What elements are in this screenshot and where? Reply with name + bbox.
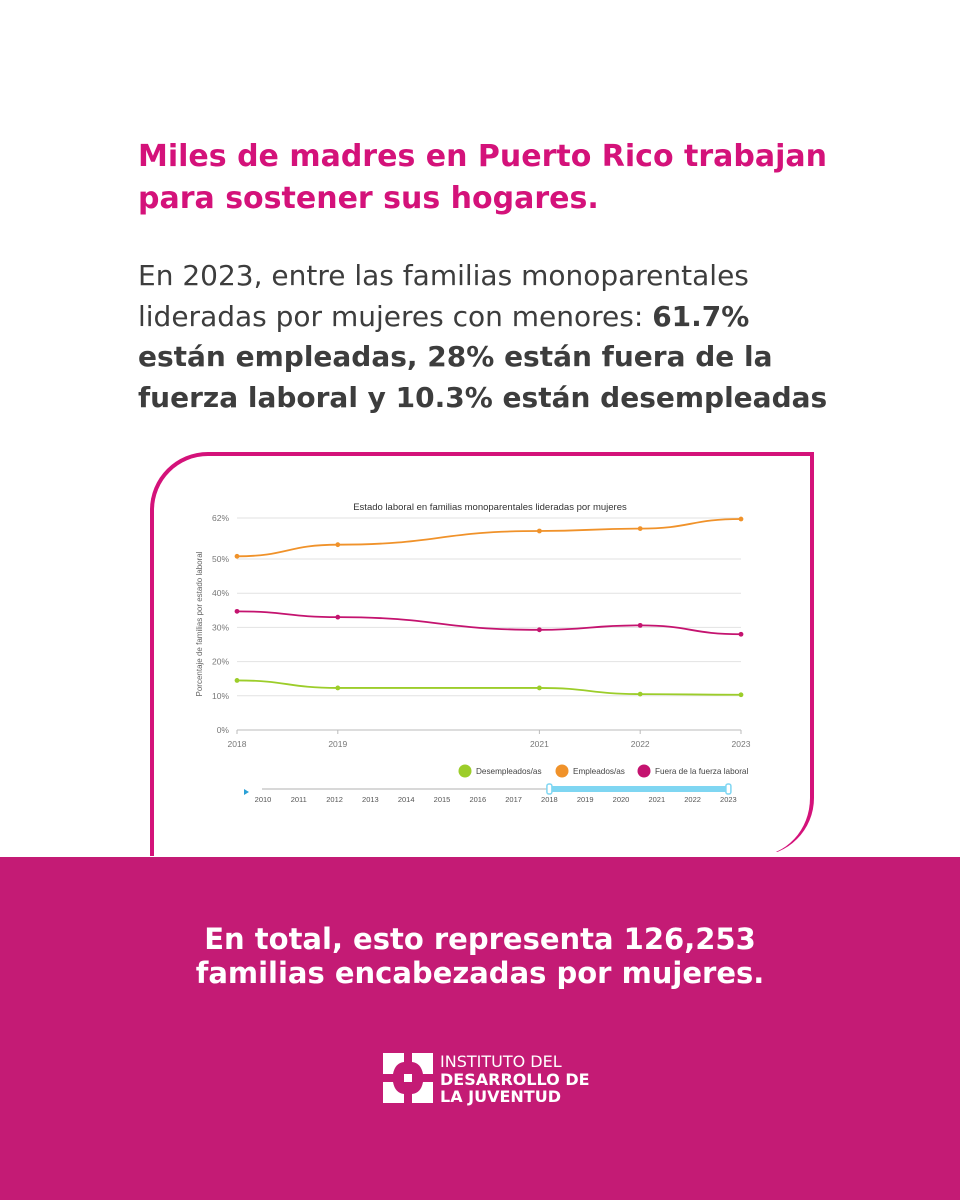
institute-logo: INSTITUTO DEL DESARROLLO DE LA JUVENTUD [383, 1053, 643, 1107]
slider-year-label: 2010 [255, 795, 272, 804]
y-tick-label: 40% [212, 588, 229, 598]
y-tick-label: 20% [212, 657, 229, 667]
y-tick-label: 10% [212, 691, 229, 701]
institute-logo-text: INSTITUTO DEL DESARROLLO DE LA JUVENTUD [440, 1053, 590, 1106]
slider-year-label: 2011 [291, 795, 307, 804]
legend-swatch[interactable] [458, 764, 472, 778]
chart-card-mask [154, 852, 806, 857]
summary-intro: En 2023, entre las familias monoparental… [138, 259, 749, 333]
chart-title: Estado laboral en familias monoparentale… [353, 502, 627, 513]
slider-selected-range[interactable] [549, 786, 729, 792]
slider-year-label: 2014 [398, 795, 415, 804]
data-point[interactable] [335, 542, 341, 548]
slider-year-label: 2013 [362, 795, 379, 804]
series-line [236, 518, 742, 558]
chart-y-axis-label: Porcentaje de familias por estado labora… [195, 551, 204, 696]
slider-year-label: 2012 [326, 795, 343, 804]
total-statement: En total, esto representa 126,253 famili… [0, 922, 960, 990]
slider-year-label: 2017 [505, 795, 522, 804]
chart-axes: 0% 10% 20% 30% 40% 50% 62% 2018 2019 2021 2022 2023 [212, 513, 751, 749]
headline-line-2: para sostener sus hogares. [138, 181, 599, 216]
data-point[interactable] [234, 678, 240, 683]
data-point[interactable] [637, 526, 643, 531]
slider-year-label: 2020 [613, 795, 630, 804]
logo-line-3: LA JUVENTUD [440, 1087, 561, 1106]
slider-handle[interactable] [546, 783, 553, 795]
data-point[interactable] [738, 692, 744, 698]
slider-year-label: 2023 [720, 795, 737, 804]
data-point[interactable] [335, 614, 341, 620]
data-point[interactable] [637, 622, 643, 628]
chart-legend: Desempleados/as Empleados/as Fuera de la f… [458, 764, 748, 778]
data-point[interactable] [738, 631, 744, 637]
data-point[interactable] [537, 528, 542, 534]
headline: Miles de madres en Puerto Rico trabajan … [138, 136, 858, 220]
slider-year-label: 2022 [684, 795, 701, 804]
legend-swatch[interactable] [637, 764, 651, 778]
play-icon[interactable] [244, 789, 249, 795]
data-point[interactable] [234, 608, 240, 614]
data-point[interactable] [537, 685, 542, 691]
data-point[interactable] [234, 553, 240, 559]
legend-swatch[interactable] [555, 764, 569, 778]
slider-handle[interactable] [725, 783, 732, 795]
summary-paragraph: En 2023, entre las familias monoparental… [138, 256, 838, 418]
legend-label[interactable]: Fuera de la fuerza laboral [655, 767, 748, 776]
data-point[interactable] [537, 627, 542, 633]
y-tick-label: 0% [217, 725, 230, 735]
y-tick-label: 62% [212, 513, 229, 523]
logo-line-1: INSTITUTO DEL [440, 1052, 562, 1071]
institute-logo-icon [383, 1053, 433, 1103]
y-tick-label: 30% [212, 622, 229, 632]
data-point[interactable] [637, 691, 643, 697]
y-tick-label: 50% [212, 554, 229, 564]
summary-highlight: 61.7% están empleadas, 28% están fuera d… [138, 299, 828, 414]
x-tick-label: 2018 [228, 739, 247, 749]
x-tick-label: 2021 [530, 739, 549, 749]
x-tick-label: 2022 [631, 739, 650, 749]
year-range-slider: 2010 2011 2012 2013 2014 2015 2016 2017 2018 2019… [244, 783, 737, 804]
chart-series [234, 516, 744, 698]
chart-gridlines [237, 517, 741, 731]
data-point[interactable] [738, 516, 744, 522]
headline-line-1: Miles de madres en Puerto Rico trabajan [138, 139, 827, 174]
data-point[interactable] [335, 685, 341, 691]
legend-label[interactable]: Desempleados/as [476, 767, 542, 776]
logo-line-2: DESARROLLO DE [440, 1069, 590, 1089]
series-line [236, 679, 742, 696]
series-line [236, 610, 742, 636]
bottom-band [0, 857, 960, 1200]
slider-year-label: 2021 [648, 795, 665, 804]
x-tick-label: 2019 [328, 739, 347, 749]
slider-year-label: 2015 [434, 795, 451, 804]
total-line-1: En total, esto representa 126,253 [204, 922, 756, 956]
x-tick-label: 2023 [732, 739, 751, 749]
slider-year-label: 2019 [577, 795, 594, 804]
total-line-2: familias encabezadas por mujeres. [195, 956, 765, 990]
legend-label[interactable]: Empleados/as [573, 767, 625, 776]
slider-year-label: 2018 [541, 795, 558, 804]
slider-year-label: 2016 [469, 795, 486, 804]
